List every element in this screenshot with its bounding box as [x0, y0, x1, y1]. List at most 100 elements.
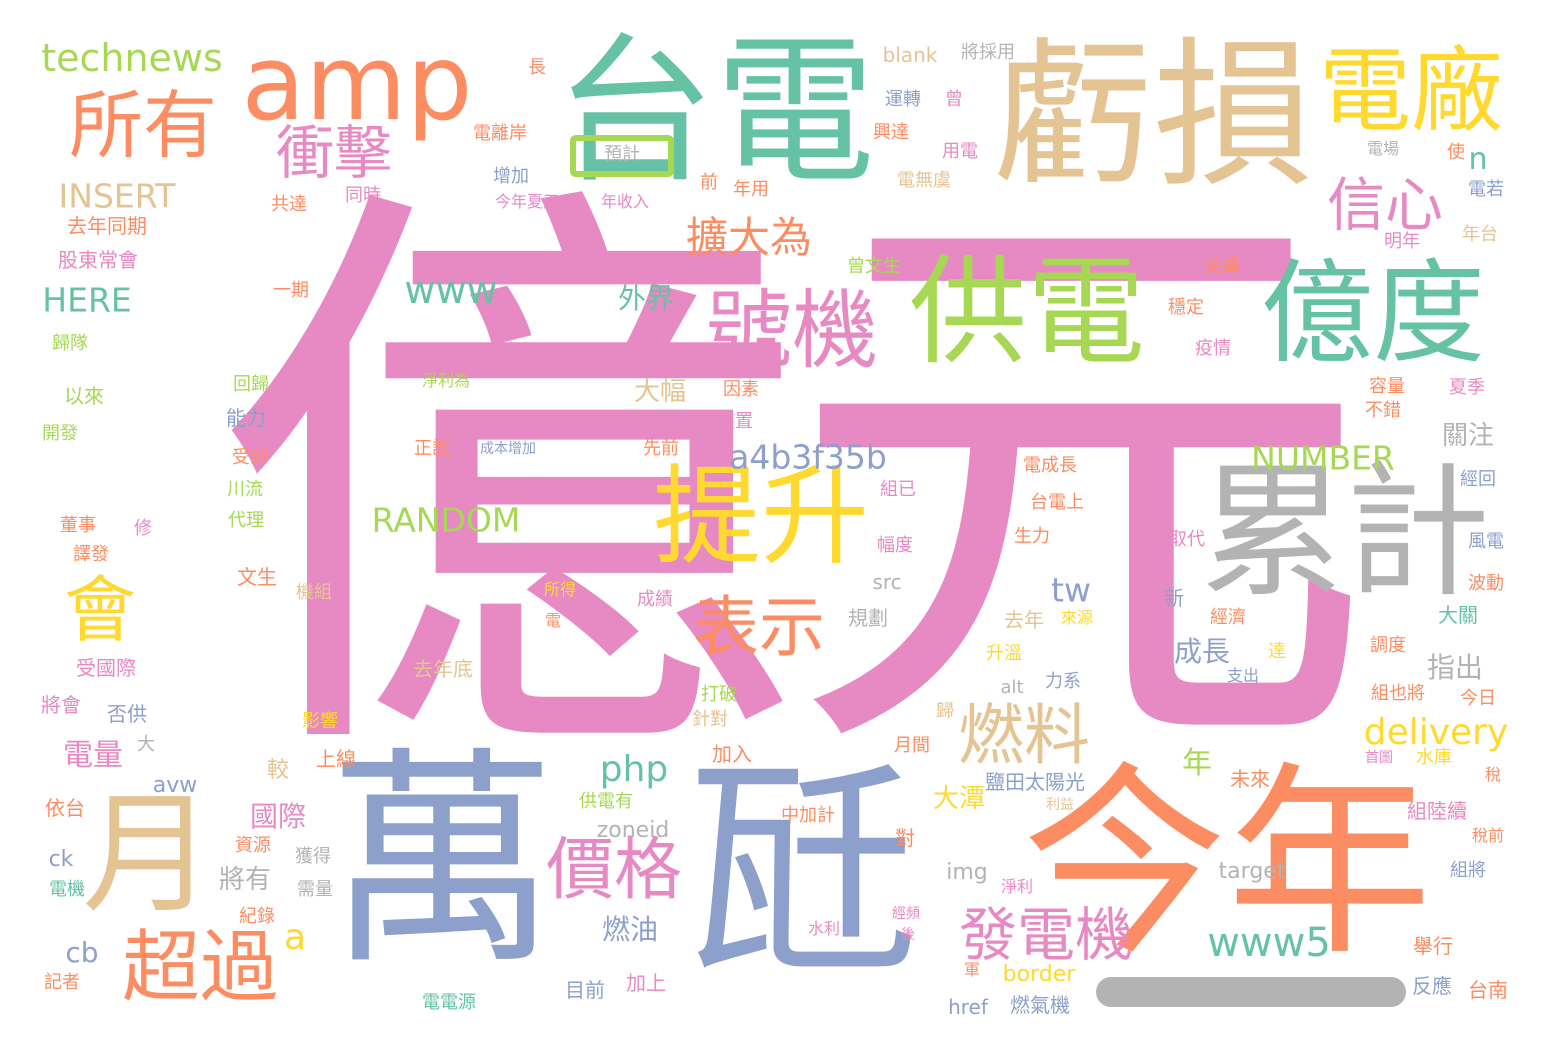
- word-xin: 新: [1164, 586, 1184, 610]
- word-jia-shang: 加上: [626, 971, 666, 995]
- word-ran-liao: 燃料: [958, 697, 1090, 774]
- word-kuo-da-wei: 擴大為: [685, 213, 813, 262]
- word-chuan-liu: 川流: [227, 479, 263, 500]
- word-yi-qing: 疫情: [1195, 338, 1231, 359]
- word-ceng-wen-sheng: 曾文生: [847, 256, 901, 277]
- word-da-fu: 大幅: [633, 377, 687, 407]
- word-dian-ruo: 電若: [1468, 179, 1504, 200]
- word-qu-nian-tong-qi: 去年同期: [67, 214, 147, 238]
- word-jiao: 較: [266, 758, 290, 783]
- word-gong-da: 共達: [271, 194, 307, 215]
- word-wan: 萬: [326, 729, 558, 996]
- word-random: RANDOM: [371, 500, 521, 540]
- word-neng-li: 能力: [226, 406, 266, 430]
- word-shui-ku: 水庫: [1416, 747, 1452, 768]
- word-zhen-dui: 針對: [692, 709, 728, 730]
- word-zi-yuan: 資源: [235, 835, 271, 856]
- word-nian-tai: 年台: [1462, 224, 1498, 245]
- word-rong-liang: 容量: [1369, 376, 1405, 397]
- word-mu-qian: 目前: [565, 978, 605, 1002]
- word-yi-tai: 依台: [45, 796, 85, 820]
- word-ran-qi-ji: 燃氣機: [1010, 993, 1070, 1017]
- word-zu-ye-jiang: 組也將: [1371, 683, 1425, 704]
- word-nian-yong: 年用: [733, 179, 769, 200]
- word-n: n: [1468, 142, 1488, 177]
- word-border: border: [1002, 962, 1076, 987]
- word-hao-ji: 號機: [706, 281, 878, 381]
- word-a4b3f35b: a4b3f35b: [729, 437, 887, 477]
- word-fou-gong: 否供: [107, 702, 147, 726]
- word-suo-you: 所有: [69, 83, 217, 169]
- word-dai-li: 代理: [228, 510, 264, 531]
- word-tai-dian-shang: 台電上: [1030, 492, 1084, 513]
- word-gu-dong: 股東常會: [58, 248, 138, 272]
- word-lei-ji: 累計: [1200, 448, 1490, 618]
- word-yong-dian: 用電: [942, 141, 978, 162]
- word-ying-xiang: 影響: [302, 711, 338, 732]
- word-huo-de: 獲得: [295, 846, 331, 867]
- word-yi-yuan: 億元: [212, 141, 1375, 828]
- word-zhong-jia-ji: 中加計: [781, 805, 835, 826]
- word-yi-lai: 以來: [64, 384, 104, 408]
- word-bo-dong: 波動: [1468, 573, 1504, 594]
- word-ji-zu: 機組: [296, 582, 332, 603]
- word-shui: 稅: [1484, 765, 1502, 784]
- word-jing-li-wei: 淨利為: [421, 371, 471, 390]
- word-yue: 月: [82, 778, 214, 932]
- word-gui-dui: 歸隊: [52, 333, 88, 354]
- word-href: href: [948, 995, 988, 1019]
- word-xian-qian: 先前: [643, 438, 679, 459]
- word-img: img: [946, 860, 988, 885]
- word-xing-da: 興達: [873, 122, 909, 143]
- word-dui: 對: [895, 826, 915, 850]
- word-ji-zhe: 記者: [44, 972, 80, 993]
- word-www5: www5: [1207, 920, 1331, 966]
- word-qian: 前: [700, 172, 718, 193]
- word-jiang-cai-yong: 將採用: [961, 42, 1015, 63]
- word-gui-hua: 規劃: [848, 606, 888, 630]
- word-src: src: [872, 570, 902, 594]
- word-jia-ru: 加入: [712, 742, 752, 766]
- word-blank: blank: [882, 43, 938, 67]
- word-ji-lu: 紀錄: [239, 906, 275, 927]
- word-sheng-li: 生力: [1014, 526, 1050, 547]
- word-cheng-zhang: 成長: [1173, 635, 1231, 668]
- word-dian: 電: [544, 611, 562, 630]
- word-ju-xing: 舉行: [1413, 934, 1453, 958]
- word-zu-lu-xu: 組陸續: [1407, 799, 1467, 823]
- word-zhi-chu: 指出: [1426, 651, 1484, 684]
- word-shang-xian: 上線: [316, 747, 356, 771]
- word-gui: 歸: [936, 701, 954, 722]
- word-yi-du: 億度: [1261, 249, 1485, 379]
- word-yi-qi: 一期: [273, 280, 309, 301]
- word-jian-feng: 尖峰: [1204, 256, 1240, 277]
- word-yue-jian: 月間: [894, 735, 930, 756]
- word-zoneid: zoneid: [596, 818, 670, 843]
- word-ck: ck: [48, 847, 74, 872]
- word-fa-dian-ji: 發電機: [958, 901, 1134, 969]
- word-jing-li: 淨利: [1000, 877, 1034, 896]
- word-dian-wu-lv: 電無虞: [897, 170, 951, 191]
- word-gong-dian: 供電: [908, 243, 1146, 381]
- word-dian-dian-yuan: 電電源: [422, 992, 476, 1013]
- word-wei-lai: 未來: [1230, 767, 1270, 791]
- word-wa: 瓩: [686, 741, 918, 1008]
- word-chong-ji: 衝擊: [275, 119, 393, 187]
- word-hui-gui: 回歸: [233, 374, 269, 395]
- word-wen-ding: 穩定: [1168, 297, 1204, 318]
- word-jin-ri: 今日: [1460, 688, 1496, 709]
- word-xia-ji: 夏季: [1449, 377, 1485, 398]
- word-shi: 使: [1447, 142, 1465, 163]
- word-target: target: [1218, 859, 1286, 884]
- word-jin-nian-xia: 今年夏天: [494, 192, 560, 211]
- word-www: www: [404, 268, 498, 312]
- word-nian: 年: [1182, 746, 1212, 781]
- word-jing-hui: 經回: [1460, 469, 1496, 490]
- word-qu-nian: 去年: [1004, 608, 1044, 632]
- word-gong-dian-you: 供電有: [579, 791, 633, 812]
- word-da2: 大: [137, 734, 155, 755]
- word-cheng-ji: 成績: [637, 589, 673, 610]
- word-zu-jiang: 組將: [1450, 860, 1486, 881]
- word-shui-li: 水利: [807, 919, 841, 938]
